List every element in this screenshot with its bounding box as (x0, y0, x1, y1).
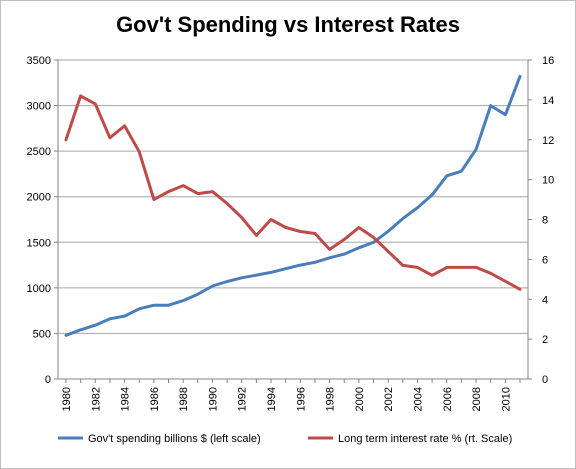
left-tick-label: 2000 (27, 192, 51, 204)
gov-spending-line (64, 74, 522, 337)
right-tick-label: 6 (542, 254, 548, 266)
interest-rate-line (64, 94, 522, 291)
x-tick-label: 1980 (61, 387, 73, 411)
left-tick-label: 3500 (27, 55, 51, 67)
x-tick-label: 1992 (237, 387, 249, 411)
x-tick-label: 1998 (325, 387, 337, 411)
axes (54, 59, 532, 383)
right-tick-label: 12 (542, 135, 554, 147)
left-tick-label: 500 (33, 328, 51, 340)
chart-title: Gov't Spending vs Interest Rates (116, 12, 460, 37)
x-axis-ticks: 1980 1982 1984 1986 1988 1990 1992 1994 1996 1998… (61, 387, 512, 411)
right-tick-label: 4 (542, 294, 548, 306)
legend-label: Long term interest rate % (rt. Scale) (338, 433, 512, 445)
x-tick-label: 2008 (471, 387, 483, 411)
left-tick-label: 3000 (27, 101, 51, 113)
right-tick-label: 16 (542, 55, 554, 67)
legend: Gov't spending billions $ (left scale) Lo… (58, 433, 512, 445)
right-tick-label: 8 (542, 215, 548, 227)
x-tick-label: 2010 (500, 387, 512, 411)
x-tick-label: 2004 (412, 387, 424, 411)
x-tick-label: 1990 (207, 387, 219, 411)
right-tick-label: 0 (542, 374, 548, 386)
left-tick-label: 1500 (27, 237, 51, 249)
x-tick-label: 1986 (149, 387, 161, 411)
x-tick-label: 2000 (354, 387, 366, 411)
right-tick-label: 14 (542, 95, 554, 107)
x-tick-label: 2002 (383, 387, 395, 411)
x-tick-label: 1996 (295, 387, 307, 411)
right-axis-ticks: 0 2 4 6 8 10 12 14 16 (542, 55, 554, 386)
right-tick-label: 10 (542, 175, 554, 187)
x-tick-label: 2006 (442, 387, 454, 411)
x-tick-label: 1984 (120, 387, 132, 411)
gridlines (58, 59, 528, 334)
legend-label: Gov't spending billions $ (left scale) (88, 433, 261, 445)
left-tick-label: 2500 (27, 146, 51, 158)
left-tick-label: 0 (45, 374, 51, 386)
right-tick-label: 2 (542, 334, 548, 346)
left-axis-ticks: 0 500 1000 1500 2000 2500 3000 3500 (27, 55, 51, 386)
x-tick-label: 1988 (178, 387, 190, 411)
left-tick-label: 1000 (27, 283, 51, 295)
x-tick-label: 1982 (90, 387, 102, 411)
series-lines (64, 74, 522, 337)
x-tick-label: 1994 (266, 387, 278, 411)
